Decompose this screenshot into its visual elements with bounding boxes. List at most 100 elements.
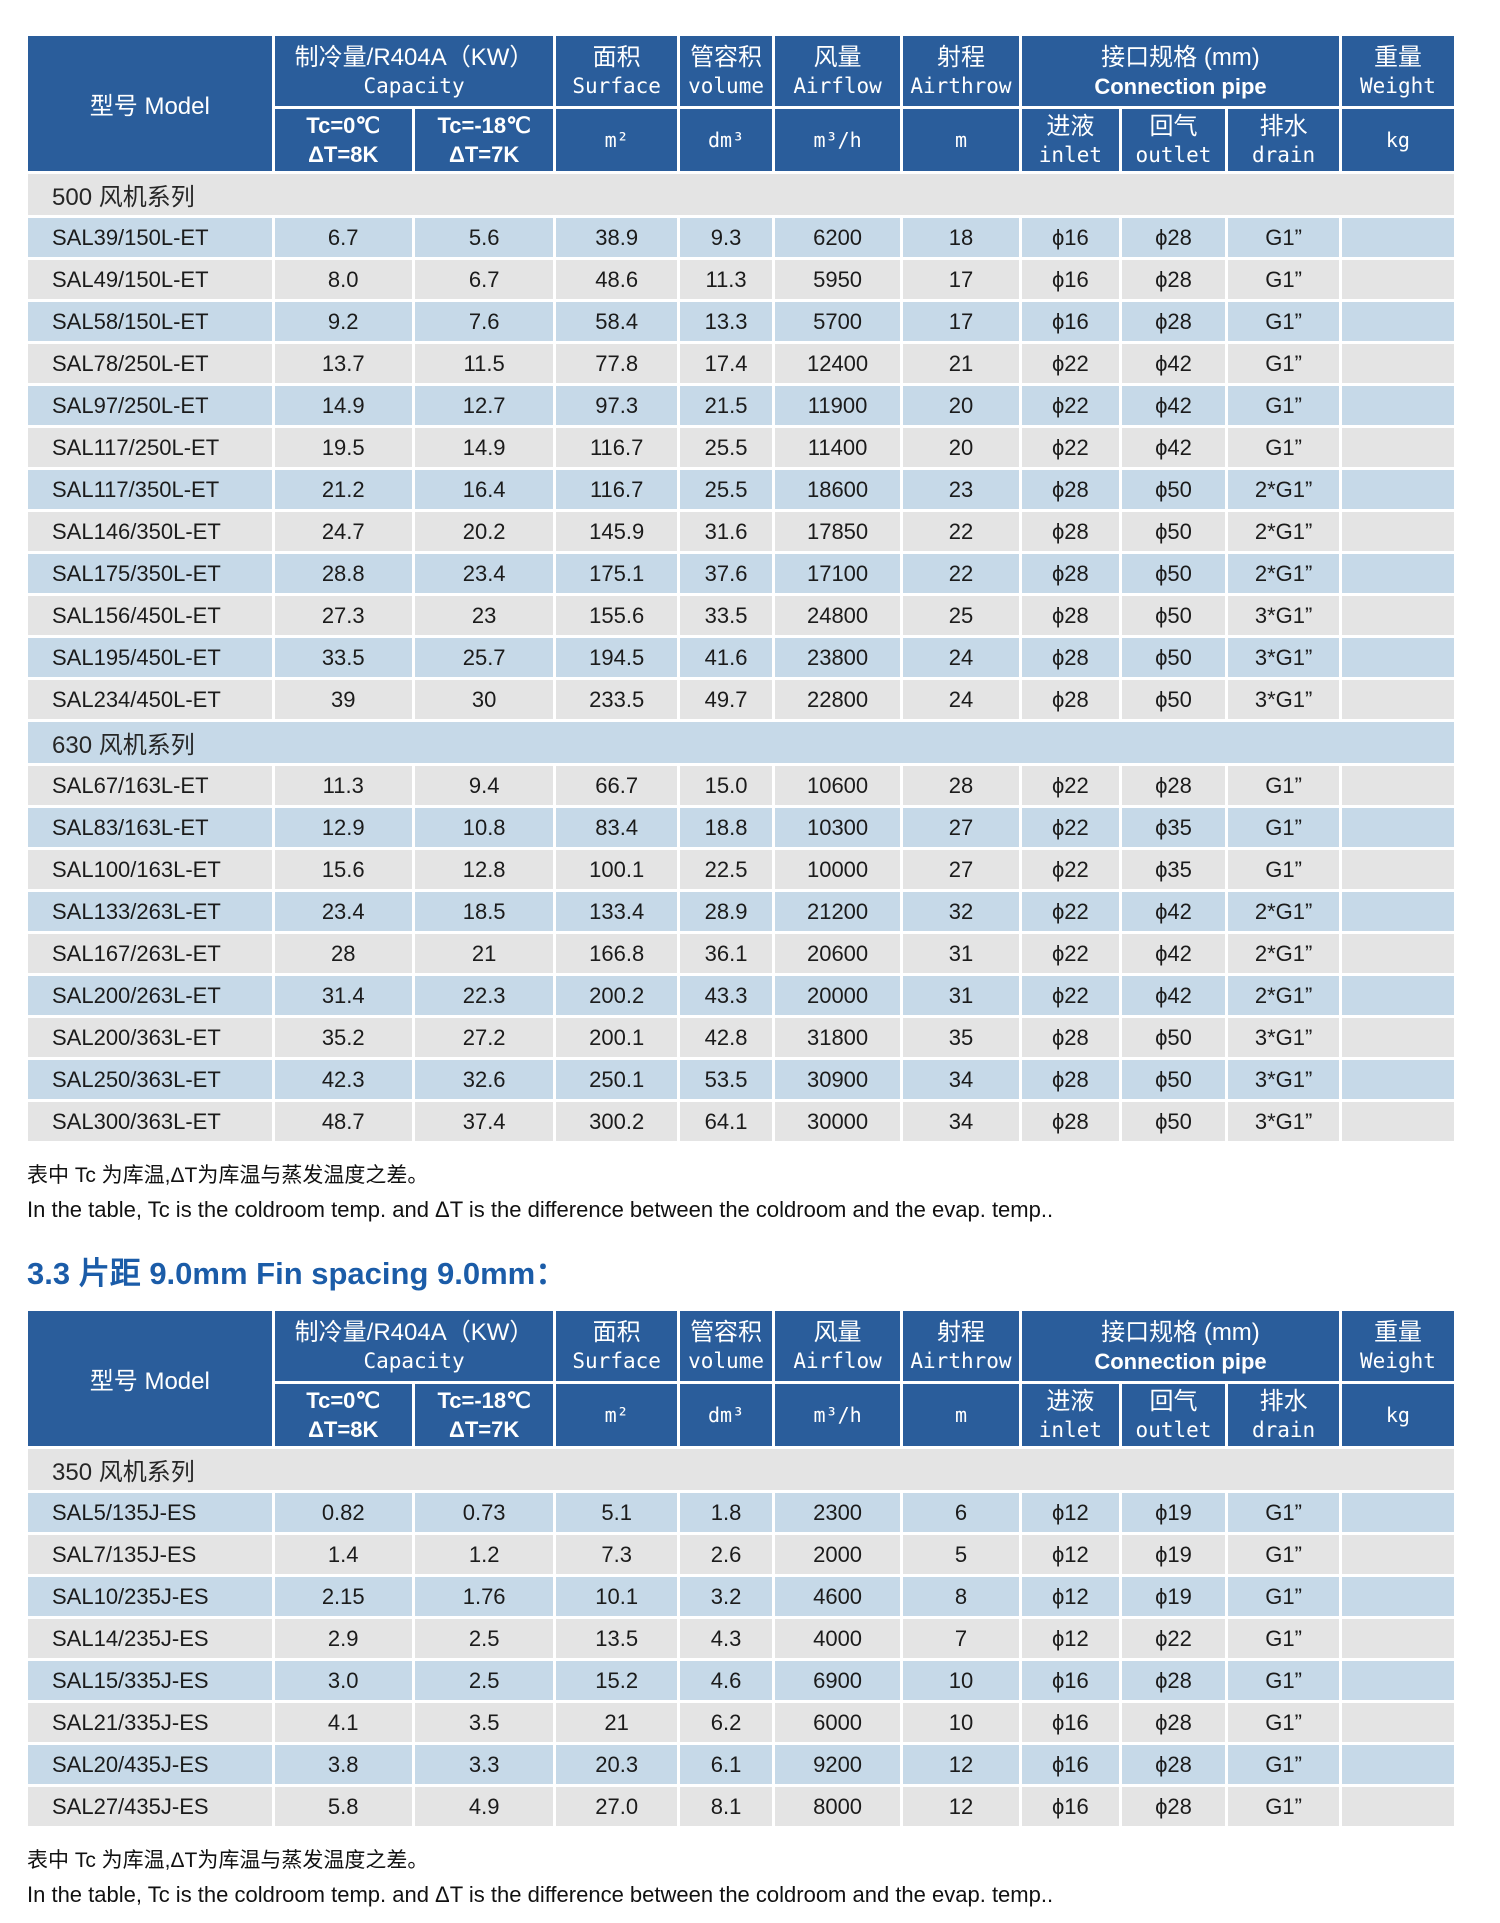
value-cell: 15.0 xyxy=(679,766,773,805)
table-row: SAL175/350L-ET 28.8 23.4 175.1 37.6 17100 22 ϕ2… xyxy=(28,554,1454,593)
value-cell: 37.4 xyxy=(414,1102,554,1141)
value-cell: ϕ42 xyxy=(1121,428,1226,467)
value-cell: 31 xyxy=(902,976,1020,1015)
table-row: SAL14/235J-ES 2.9 2.5 13.5 4.3 4000 7 ϕ12 ϕ22 G1” xyxy=(28,1619,1454,1658)
col-header-model: 型号 Model xyxy=(28,1311,272,1446)
value-cell: 2.6 xyxy=(679,1535,773,1574)
table-row: SAL156/450L-ET 27.3 23 155.6 33.5 24800 25 ϕ28 ϕ… xyxy=(28,596,1454,635)
value-cell: 15.6 xyxy=(274,850,412,889)
value-cell: 21.5 xyxy=(679,386,773,425)
value-cell: 12.8 xyxy=(414,850,554,889)
value-cell: 7.6 xyxy=(414,302,554,341)
model-cell: SAL97/250L-ET xyxy=(28,386,272,425)
value-cell: ϕ28 xyxy=(1022,638,1119,677)
value-cell: 39 xyxy=(274,680,412,719)
value-cell: 23 xyxy=(414,596,554,635)
value-cell: ϕ50 xyxy=(1121,1102,1226,1141)
value-cell: 6.1 xyxy=(679,1745,773,1784)
unit-airflow: m³/h xyxy=(775,109,900,171)
value-cell: 33.5 xyxy=(679,596,773,635)
value-cell xyxy=(1341,638,1454,677)
value-cell: ϕ28 xyxy=(1121,1703,1226,1742)
table-header: 型号 Model 制冷量/R404A（KW） Capacity 面积 Surfa… xyxy=(28,36,1454,171)
model-cell: SAL67/163L-ET xyxy=(28,766,272,805)
value-cell: 32.6 xyxy=(414,1060,554,1099)
value-cell xyxy=(1341,1703,1454,1742)
value-cell: 12.7 xyxy=(414,386,554,425)
value-cell xyxy=(1341,1018,1454,1057)
model-cell: SAL78/250L-ET xyxy=(28,344,272,383)
value-cell: 3.0 xyxy=(274,1661,412,1700)
value-cell: 24 xyxy=(902,680,1020,719)
value-cell: ϕ28 xyxy=(1022,512,1119,551)
value-cell: ϕ12 xyxy=(1022,1577,1119,1616)
series-section-row: 350 风机系列 xyxy=(28,1449,1454,1490)
value-cell: 22800 xyxy=(775,680,900,719)
value-cell: 2*G1” xyxy=(1228,934,1339,973)
value-cell: 19.5 xyxy=(274,428,412,467)
model-cell: SAL83/163L-ET xyxy=(28,808,272,847)
value-cell: ϕ35 xyxy=(1121,850,1226,889)
table-row: SAL39/150L-ET 6.7 5.6 38.9 9.3 6200 18 ϕ16 ϕ28 G1… xyxy=(28,218,1454,257)
value-cell: G1” xyxy=(1228,344,1339,383)
value-cell: 22 xyxy=(902,512,1020,551)
value-cell: 300.2 xyxy=(556,1102,677,1141)
value-cell: 38.9 xyxy=(556,218,677,257)
col-header-volume: 管容积 volume xyxy=(679,36,773,106)
value-cell: ϕ35 xyxy=(1121,808,1226,847)
value-cell: 12400 xyxy=(775,344,900,383)
table-row: SAL7/135J-ES 1.4 1.2 7.3 2.6 2000 5 ϕ12 ϕ19 G1” xyxy=(28,1535,1454,1574)
model-cell: SAL20/435J-ES xyxy=(28,1745,272,1784)
value-cell: ϕ50 xyxy=(1121,1018,1226,1057)
value-cell: ϕ12 xyxy=(1022,1619,1119,1658)
value-cell: ϕ16 xyxy=(1022,260,1119,299)
value-cell xyxy=(1341,850,1454,889)
table-row: SAL83/163L-ET 12.9 10.8 83.4 18.8 10300 27 ϕ22 ϕ… xyxy=(28,808,1454,847)
series-section-title: 630 风机系列 xyxy=(28,722,1454,763)
value-cell: 3*G1” xyxy=(1228,1102,1339,1141)
value-cell: 66.7 xyxy=(556,766,677,805)
value-cell: 233.5 xyxy=(556,680,677,719)
value-cell xyxy=(1341,470,1454,509)
value-cell: 6 xyxy=(902,1493,1020,1532)
value-cell: 6000 xyxy=(775,1703,900,1742)
value-cell: 36.1 xyxy=(679,934,773,973)
value-cell: ϕ16 xyxy=(1022,1703,1119,1742)
value-cell: 77.8 xyxy=(556,344,677,383)
value-cell: ϕ28 xyxy=(1121,260,1226,299)
model-cell: SAL117/250L-ET xyxy=(28,428,272,467)
col-header-surface: 面积 Surface xyxy=(556,1311,677,1381)
value-cell: 20600 xyxy=(775,934,900,973)
table-row: SAL67/163L-ET 11.3 9.4 66.7 15.0 10600 28 ϕ22 ϕ2… xyxy=(28,766,1454,805)
value-cell: 17850 xyxy=(775,512,900,551)
value-cell: 8 xyxy=(902,1577,1020,1616)
value-cell: ϕ28 xyxy=(1022,1102,1119,1141)
table-row: SAL78/250L-ET 13.7 11.5 77.8 17.4 12400 21 ϕ22 ϕ… xyxy=(28,344,1454,383)
value-cell xyxy=(1341,1102,1454,1141)
model-cell: SAL300/363L-ET xyxy=(28,1102,272,1141)
col-header-inlet: 进液 inlet xyxy=(1022,109,1119,171)
value-cell xyxy=(1341,1060,1454,1099)
value-cell: 48.6 xyxy=(556,260,677,299)
value-cell: 37.6 xyxy=(679,554,773,593)
value-cell xyxy=(1341,1535,1454,1574)
table-row: SAL100/163L-ET 15.6 12.8 100.1 22.5 10000 27 ϕ2… xyxy=(28,850,1454,889)
value-cell: 7.3 xyxy=(556,1535,677,1574)
col-header-model: 型号 Model xyxy=(28,36,272,171)
value-cell: ϕ28 xyxy=(1121,302,1226,341)
value-cell xyxy=(1341,766,1454,805)
value-cell: ϕ28 xyxy=(1121,218,1226,257)
value-cell: ϕ28 xyxy=(1022,554,1119,593)
value-cell: ϕ16 xyxy=(1022,1787,1119,1826)
value-cell: 10.8 xyxy=(414,808,554,847)
value-cell: G1” xyxy=(1228,1535,1339,1574)
value-cell: 22 xyxy=(902,554,1020,593)
value-cell: 2.5 xyxy=(414,1619,554,1658)
value-cell: ϕ22 xyxy=(1022,892,1119,931)
model-cell: SAL21/335J-ES xyxy=(28,1703,272,1742)
value-cell xyxy=(1341,1493,1454,1532)
value-cell xyxy=(1341,934,1454,973)
model-cell: SAL200/263L-ET xyxy=(28,976,272,1015)
value-cell: G1” xyxy=(1228,1577,1339,1616)
value-cell: 2*G1” xyxy=(1228,892,1339,931)
